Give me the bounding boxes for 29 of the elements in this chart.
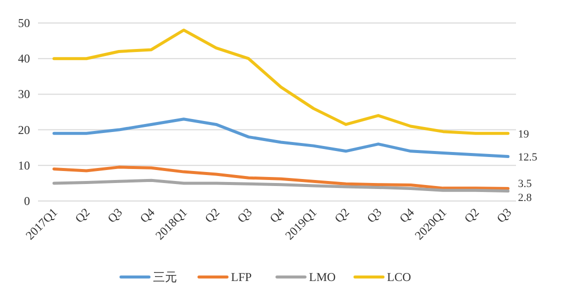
x-tick-label: Q4 (396, 205, 417, 226)
x-tick-label: Q3 (494, 205, 514, 226)
line-series (52, 118, 510, 158)
x-tick-label: Q2 (72, 205, 93, 226)
data-label: 12.5 (518, 152, 538, 164)
line-series (52, 166, 510, 190)
x-tick-label: Q4 (137, 205, 158, 226)
legend-label: LCO (387, 270, 412, 284)
line-series (52, 28, 510, 135)
x-tick-label: Q2 (202, 205, 222, 226)
data-label: 2.8 (518, 192, 532, 204)
x-tick-label: Q2 (461, 205, 482, 226)
data-label: 3.5 (518, 178, 532, 190)
x-tick-label: Q2 (332, 205, 352, 226)
y-tick-label: 0 (24, 194, 30, 208)
legend-label: 三元 (153, 270, 177, 284)
line-series (52, 178, 510, 193)
y-tick-label: 20 (18, 122, 30, 137)
legend-label: LFP (231, 270, 252, 284)
data-label: 19 (518, 128, 530, 140)
x-tick-label: Q3 (104, 205, 125, 226)
y-tick-label: 10 (18, 158, 30, 172)
legend-label: LMO (309, 270, 336, 284)
y-tick-label: 40 (18, 52, 30, 66)
x-tick-label: Q3 (364, 205, 384, 226)
x-tick-label: Q4 (266, 205, 288, 226)
y-tick-label: 30 (18, 87, 30, 102)
y-tick-label: 50 (18, 16, 30, 30)
x-tick-label: Q3 (234, 205, 255, 226)
